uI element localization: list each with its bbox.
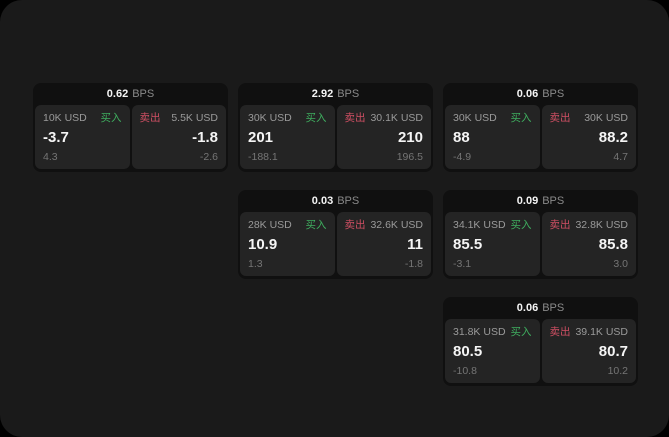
buy-label: 买入 bbox=[510, 219, 532, 231]
bps-unit: BPS bbox=[337, 195, 360, 207]
buy-price: -3.7 bbox=[43, 129, 69, 146]
card-grid: 0.62 BPS 10K USD 买入 -3.7 4.3 卖出 5.5K USD bbox=[33, 83, 638, 386]
pricing-card: 0.09 BPS 34.1K USD 买入 85.5 -3.1 卖出 32.8K… bbox=[443, 190, 638, 279]
bps-unit: BPS bbox=[542, 88, 565, 100]
sell-size: 30K USD bbox=[584, 112, 628, 124]
sell-panel[interactable]: 卖出 39.1K USD 80.7 10.2 bbox=[541, 319, 636, 383]
bps-value: 0.03 bbox=[311, 195, 334, 207]
sell-price: -1.8 bbox=[192, 129, 218, 146]
buy-sub-value: -3.1 bbox=[453, 258, 472, 270]
buy-size: 30K USD bbox=[453, 112, 497, 124]
buy-label: 买入 bbox=[510, 326, 532, 338]
sell-panel[interactable]: 卖出 5.5K USD -1.8 -2.6 bbox=[131, 105, 226, 169]
buy-sub-value: -10.8 bbox=[453, 365, 477, 377]
sell-label: 卖出 bbox=[549, 326, 571, 338]
sell-size: 5.5K USD bbox=[171, 112, 218, 124]
sell-panel[interactable]: 卖出 30K USD 88.2 4.7 bbox=[541, 105, 636, 169]
sell-sub-value: -1.8 bbox=[404, 258, 423, 270]
bps-value: 2.92 bbox=[311, 88, 334, 100]
bps-unit: BPS bbox=[542, 302, 565, 314]
panels: 10K USD 买入 -3.7 4.3 卖出 5.5K USD -1.8 -2.… bbox=[33, 105, 228, 172]
sell-size: 32.8K USD bbox=[575, 219, 628, 231]
bps-header: 0.62 BPS bbox=[33, 83, 228, 105]
buy-price: 80.5 bbox=[453, 343, 483, 360]
panels: 30K USD 买入 201 -188.1 卖出 30.1K USD 210 1… bbox=[238, 105, 433, 172]
pricing-card: 0.06 BPS 30K USD 买入 88 -4.9 卖出 30K USD bbox=[443, 83, 638, 172]
bps-header: 2.92 BPS bbox=[238, 83, 433, 105]
buy-label: 买入 bbox=[510, 112, 532, 124]
sell-sub-value: -2.6 bbox=[199, 151, 218, 163]
sell-sub-value: 10.2 bbox=[607, 365, 628, 377]
buy-panel[interactable]: 10K USD 买入 -3.7 4.3 bbox=[35, 105, 130, 169]
buy-label: 买入 bbox=[100, 112, 122, 124]
sell-sub-value: 3.0 bbox=[613, 258, 628, 270]
buy-price: 201 bbox=[248, 129, 274, 146]
sell-price: 11 bbox=[407, 236, 423, 253]
sell-price: 85.8 bbox=[598, 236, 628, 253]
pricing-card: 0.03 BPS 28K USD 买入 10.9 1.3 卖出 32.6K US… bbox=[238, 190, 433, 279]
sell-size: 39.1K USD bbox=[575, 326, 628, 338]
buy-panel[interactable]: 34.1K USD 买入 85.5 -3.1 bbox=[445, 212, 540, 276]
sell-label: 卖出 bbox=[344, 219, 366, 231]
bps-value: 0.62 bbox=[106, 88, 129, 100]
buy-sub-value: 4.3 bbox=[43, 151, 58, 163]
sell-label: 卖出 bbox=[139, 112, 161, 124]
bps-unit: BPS bbox=[132, 88, 155, 100]
buy-size: 31.8K USD bbox=[453, 326, 506, 338]
pricing-card: 2.92 BPS 30K USD 买入 201 -188.1 卖出 30.1K … bbox=[238, 83, 433, 172]
sell-size: 30.1K USD bbox=[370, 112, 423, 124]
buy-price: 88 bbox=[453, 129, 470, 146]
buy-size: 10K USD bbox=[43, 112, 87, 124]
panels: 31.8K USD 买入 80.5 -10.8 卖出 39.1K USD 80.… bbox=[443, 319, 638, 386]
buy-sub-value: 1.3 bbox=[248, 258, 263, 270]
bps-unit: BPS bbox=[337, 88, 360, 100]
bps-header: 0.06 BPS bbox=[443, 297, 638, 319]
sell-sub-value: 196.5 bbox=[396, 151, 423, 163]
sell-panel[interactable]: 卖出 30.1K USD 210 196.5 bbox=[336, 105, 431, 169]
buy-size: 28K USD bbox=[248, 219, 292, 231]
sell-panel[interactable]: 卖出 32.8K USD 85.8 3.0 bbox=[541, 212, 636, 276]
bps-value: 0.06 bbox=[516, 302, 539, 314]
buy-panel[interactable]: 30K USD 买入 88 -4.9 bbox=[445, 105, 540, 169]
sell-label: 卖出 bbox=[344, 112, 366, 124]
bps-header: 0.06 BPS bbox=[443, 83, 638, 105]
sell-price: 210 bbox=[397, 129, 423, 146]
bps-value: 0.09 bbox=[516, 195, 539, 207]
pricing-card: 0.62 BPS 10K USD 买入 -3.7 4.3 卖出 5.5K USD bbox=[33, 83, 228, 172]
buy-panel[interactable]: 31.8K USD 买入 80.5 -10.8 bbox=[445, 319, 540, 383]
buy-size: 30K USD bbox=[248, 112, 292, 124]
bps-unit: BPS bbox=[542, 195, 565, 207]
sell-label: 卖出 bbox=[549, 112, 571, 124]
bps-value: 0.06 bbox=[516, 88, 539, 100]
sell-panel[interactable]: 卖出 32.6K USD 11 -1.8 bbox=[336, 212, 431, 276]
sell-size: 32.6K USD bbox=[370, 219, 423, 231]
panels: 34.1K USD 买入 85.5 -3.1 卖出 32.8K USD 85.8… bbox=[443, 212, 638, 279]
buy-panel[interactable]: 28K USD 买入 10.9 1.3 bbox=[240, 212, 335, 276]
panels: 30K USD 买入 88 -4.9 卖出 30K USD 88.2 4.7 bbox=[443, 105, 638, 172]
bps-header: 0.03 BPS bbox=[238, 190, 433, 212]
sell-price: 88.2 bbox=[598, 129, 628, 146]
buy-sub-value: -4.9 bbox=[453, 151, 472, 163]
buy-label: 买入 bbox=[305, 219, 327, 231]
pricing-card: 0.06 BPS 31.8K USD 买入 80.5 -10.8 卖出 39.1… bbox=[443, 297, 638, 386]
panels: 28K USD 买入 10.9 1.3 卖出 32.6K USD 11 -1.8 bbox=[238, 212, 433, 279]
buy-panel[interactable]: 30K USD 买入 201 -188.1 bbox=[240, 105, 335, 169]
sell-price: 80.7 bbox=[598, 343, 628, 360]
buy-label: 买入 bbox=[305, 112, 327, 124]
buy-price: 85.5 bbox=[453, 236, 483, 253]
bps-header: 0.09 BPS bbox=[443, 190, 638, 212]
buy-price: 10.9 bbox=[248, 236, 278, 253]
sell-label: 卖出 bbox=[549, 219, 571, 231]
buy-size: 34.1K USD bbox=[453, 219, 506, 231]
buy-sub-value: -188.1 bbox=[248, 151, 278, 163]
sell-sub-value: 4.7 bbox=[613, 151, 628, 163]
